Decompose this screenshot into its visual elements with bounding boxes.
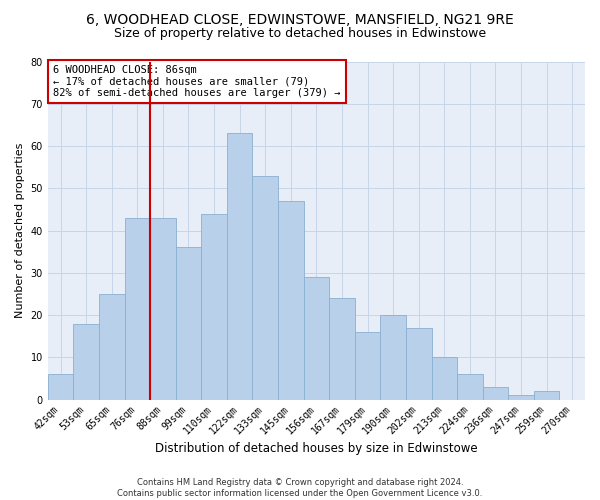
Bar: [150, 218, 176, 400]
Y-axis label: Number of detached properties: Number of detached properties: [15, 143, 25, 318]
Bar: [253, 176, 278, 400]
Bar: [329, 298, 355, 400]
Bar: [278, 201, 304, 400]
Bar: [534, 391, 559, 400]
Bar: [227, 134, 253, 400]
Text: 6 WOODHEAD CLOSE: 86sqm
← 17% of detached houses are smaller (79)
82% of semi-de: 6 WOODHEAD CLOSE: 86sqm ← 17% of detache…: [53, 65, 341, 98]
X-axis label: Distribution of detached houses by size in Edwinstowe: Distribution of detached houses by size …: [155, 442, 478, 455]
Text: Contains HM Land Registry data © Crown copyright and database right 2024.
Contai: Contains HM Land Registry data © Crown c…: [118, 478, 482, 498]
Text: Size of property relative to detached houses in Edwinstowe: Size of property relative to detached ho…: [114, 28, 486, 40]
Bar: [355, 332, 380, 400]
Bar: [406, 328, 431, 400]
Bar: [457, 374, 482, 400]
Bar: [99, 294, 125, 400]
Bar: [125, 218, 150, 400]
Bar: [48, 374, 73, 400]
Bar: [304, 277, 329, 400]
Bar: [431, 358, 457, 400]
Bar: [508, 396, 534, 400]
Bar: [380, 315, 406, 400]
Bar: [201, 214, 227, 400]
Bar: [482, 387, 508, 400]
Bar: [73, 324, 99, 400]
Text: 6, WOODHEAD CLOSE, EDWINSTOWE, MANSFIELD, NG21 9RE: 6, WOODHEAD CLOSE, EDWINSTOWE, MANSFIELD…: [86, 12, 514, 26]
Bar: [176, 248, 201, 400]
